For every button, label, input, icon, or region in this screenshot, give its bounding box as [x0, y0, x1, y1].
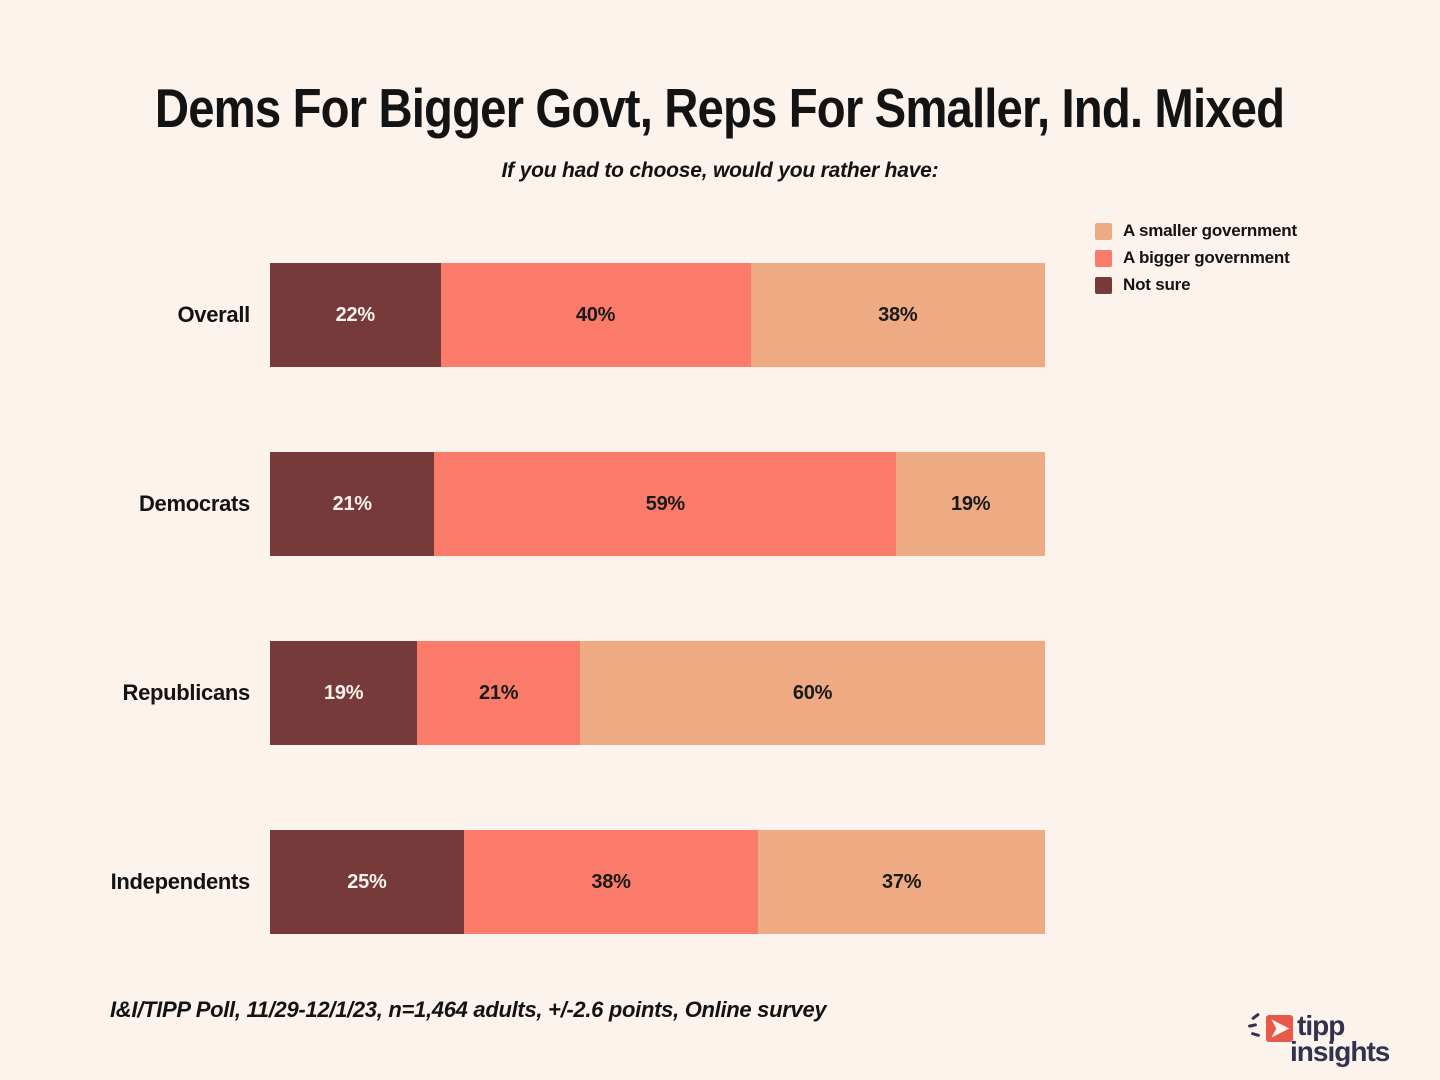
segment-value-label: 21% — [332, 492, 372, 515]
logo-text-insights: insights — [1290, 1036, 1390, 1067]
segment-value-label: 40% — [575, 303, 616, 326]
bar-row: Republicans 19% 21% 60% — [122, 641, 1045, 745]
segment-value-label: 38% — [591, 870, 631, 893]
bar-segment: 19% — [270, 641, 418, 745]
legend-item-bigger-government: A bigger government — [1095, 248, 1297, 268]
legend-label: A bigger government — [1123, 248, 1290, 267]
legend-swatch-bigger-government-icon — [1095, 249, 1112, 267]
stacked-bar: 22% 40% 38% — [270, 263, 1045, 367]
legend: A smaller government A bigger government… — [1095, 221, 1297, 302]
segment-value-label: 19% — [324, 681, 364, 704]
logo-sound-line-icon — [1247, 1023, 1258, 1028]
bar-segment: 38% — [463, 830, 759, 934]
legend-item-not-sure: Not sure — [1095, 275, 1297, 295]
page-title: Dems For Bigger Govt, Reps For Smaller, … — [0, 76, 1440, 140]
legend-label: Not sure — [1123, 275, 1191, 294]
logo-text-tipp: tipp — [1297, 1010, 1345, 1041]
chart: Overall 22% 40% 38% Democrats 21% 59% 19% Republ… — [111, 263, 1045, 934]
bar-row: Democrats 21% 59% 19% — [139, 452, 1045, 556]
stacked-bar: 25% 38% 37% — [270, 830, 1045, 934]
segment-value-label: 22% — [335, 303, 375, 326]
bar-segment: 38% — [750, 263, 1045, 367]
tipp-insights-logo: tipp insights — [1247, 1006, 1420, 1072]
category-label: Independents — [110, 869, 251, 894]
segment-value-label: 59% — [645, 492, 685, 515]
bar-segment: 25% — [270, 830, 464, 934]
legend-swatch-not-sure-icon — [1095, 276, 1112, 294]
segment-value-label: 25% — [347, 870, 387, 893]
bar-segment: 19% — [896, 452, 1045, 556]
stacked-bar: 21% 59% 19% — [270, 452, 1045, 556]
bar-row: Overall 22% 40% 38% — [177, 263, 1045, 367]
bar-segment: 37% — [758, 830, 1045, 934]
legend-swatch-smaller-government-icon — [1095, 222, 1112, 240]
page-title-text: Dems For Bigger Govt, Reps For Smaller, … — [155, 77, 1285, 139]
segment-value-label: 21% — [479, 681, 519, 704]
logo-sound-line-icon — [1250, 1031, 1261, 1038]
category-label: Overall — [177, 302, 250, 327]
source-note: I&I/TIPP Poll, 11/29-12/1/23, n=1,464 ad… — [110, 997, 827, 1022]
legend-label: A smaller government — [1123, 221, 1297, 240]
logo-arrow-icon — [1266, 1015, 1293, 1042]
segment-value-label: 60% — [792, 681, 833, 704]
stacked-bar: 19% 21% 60% — [270, 641, 1045, 745]
bar-row: Independents 25% 38% 37% — [111, 830, 1045, 934]
category-label: Republicans — [122, 680, 250, 705]
segment-value-label: 37% — [882, 870, 922, 893]
bar-segment: 60% — [580, 641, 1045, 745]
bar-segment: 59% — [434, 452, 897, 556]
bar-segment: 21% — [270, 452, 435, 556]
segment-value-label: 19% — [951, 492, 991, 515]
logo-sound-line-icon — [1251, 1012, 1260, 1021]
chart-subtitle: If you had to choose, would you rather h… — [501, 159, 939, 182]
bar-segment: 22% — [270, 263, 441, 367]
category-label: Democrats — [138, 491, 250, 516]
bar-segment: 21% — [417, 641, 580, 745]
bar-segment: 40% — [440, 263, 751, 367]
segment-value-label: 38% — [878, 303, 918, 326]
legend-item-smaller-government: A smaller government — [1095, 221, 1297, 241]
